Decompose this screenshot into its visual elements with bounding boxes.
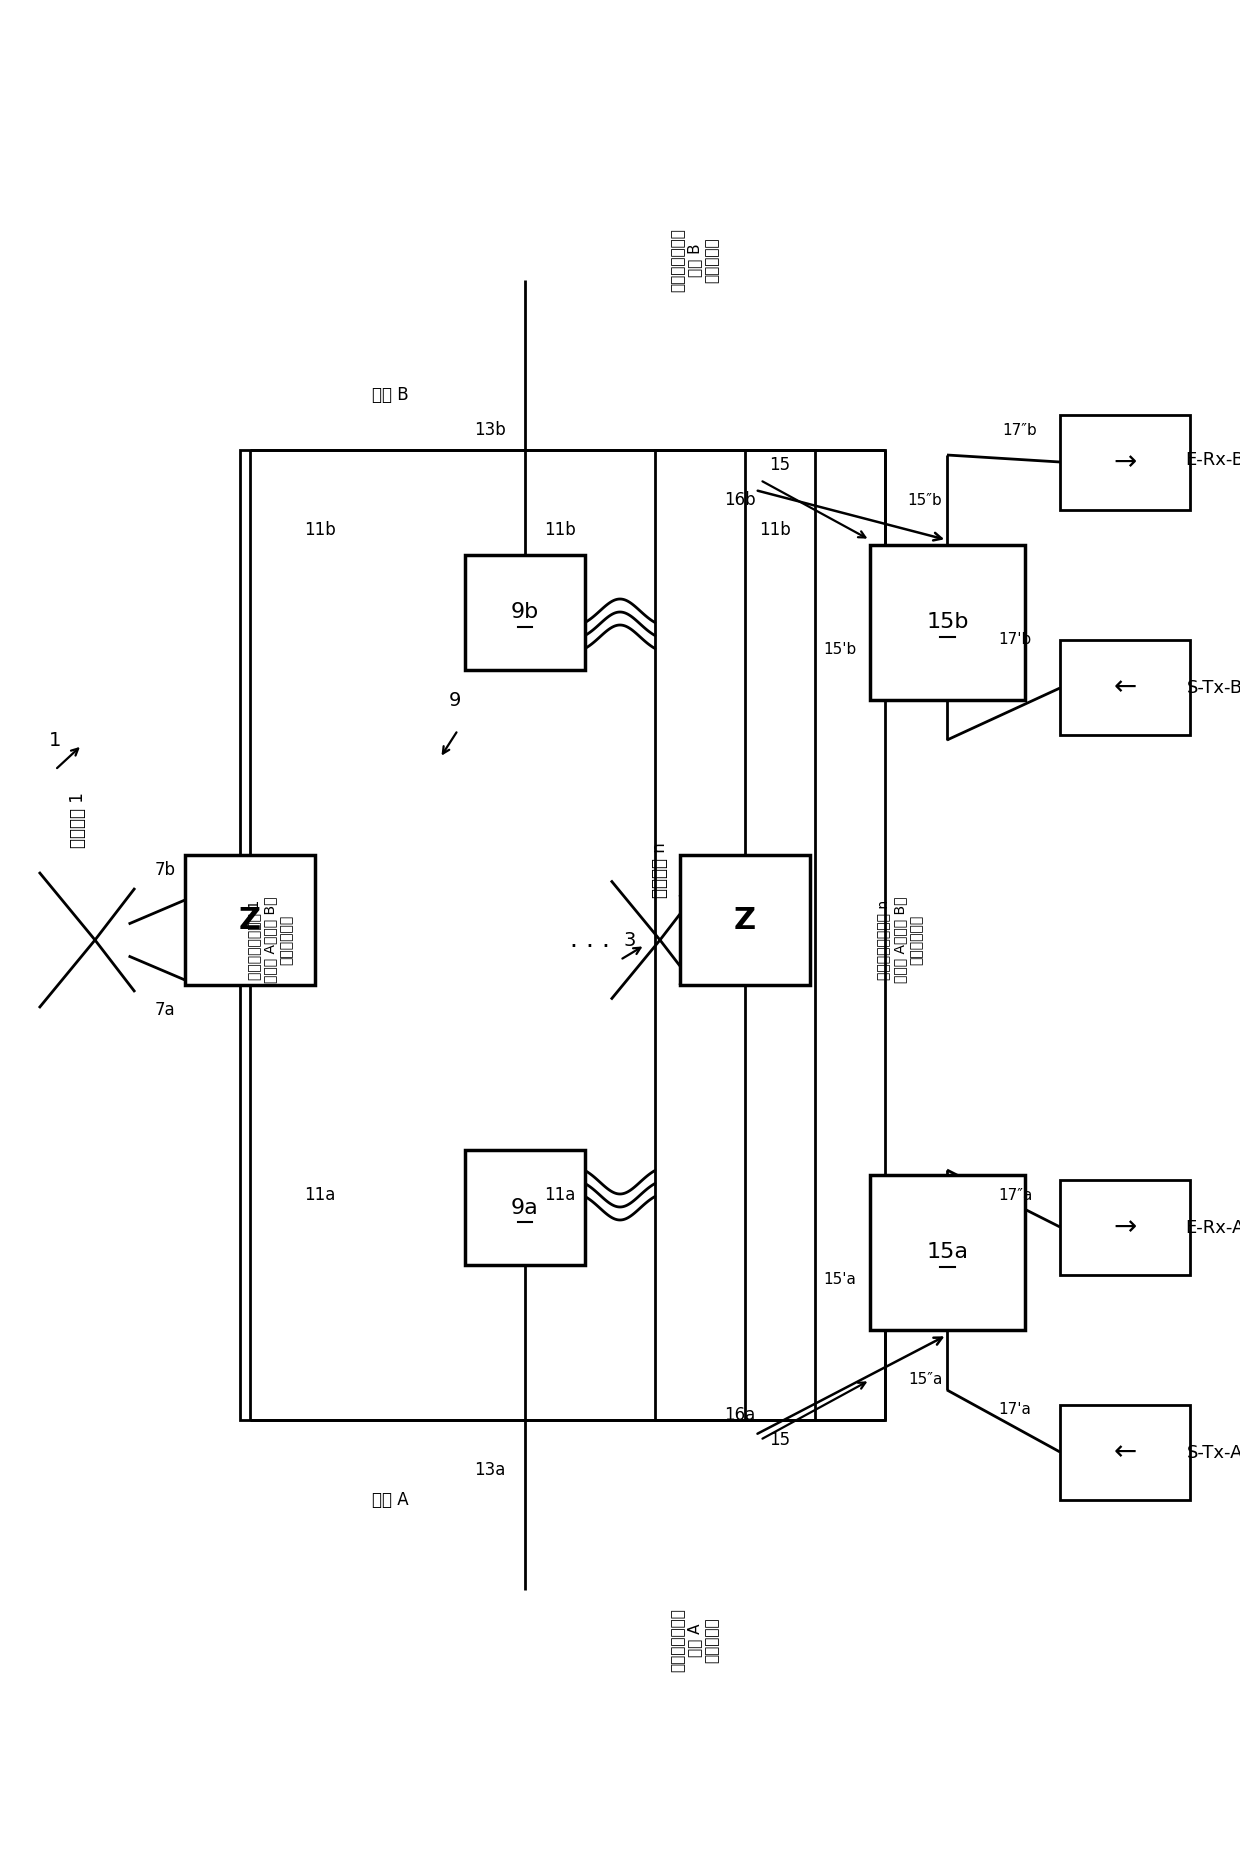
Bar	[1060, 1405, 1190, 1501]
Text: 发射分向滤波器
频带 A
双工组合器: 发射分向滤波器 频带 A 双工组合器	[670, 1607, 720, 1673]
Text: 15a: 15a	[926, 1242, 968, 1263]
Text: 11a: 11a	[304, 1186, 336, 1205]
Text: 17″a: 17″a	[998, 1188, 1032, 1203]
Text: 1: 1	[48, 730, 61, 750]
Text: ←: ←	[1114, 674, 1137, 702]
Text: 11b: 11b	[544, 520, 575, 539]
Bar	[465, 556, 585, 670]
Text: →: →	[1114, 449, 1137, 477]
Bar	[1060, 640, 1190, 735]
Text: 15b: 15b	[926, 612, 968, 632]
Text: 3: 3	[624, 930, 636, 949]
Text: 7b: 7b	[155, 861, 176, 879]
Text: E-Rx-B: E-Rx-B	[1185, 451, 1240, 470]
Text: Z: Z	[239, 906, 262, 934]
Bar	[870, 544, 1025, 700]
Text: ←: ←	[1114, 1439, 1137, 1467]
Text: 9a: 9a	[511, 1197, 539, 1218]
Text: 11a: 11a	[544, 1186, 575, 1205]
Text: 15″a: 15″a	[908, 1373, 942, 1388]
Bar	[241, 451, 815, 1420]
Text: 11b: 11b	[759, 520, 791, 539]
Text: 17″b: 17″b	[1003, 423, 1038, 438]
Text: 15: 15	[770, 457, 791, 473]
Bar	[655, 451, 885, 1420]
Text: 11b: 11b	[304, 520, 336, 539]
Text: 16a: 16a	[724, 1405, 755, 1424]
Text: 发射分向滤波器
频带 B
双工组合器: 发射分向滤波器 频带 B 双工组合器	[670, 228, 720, 292]
Text: Z: Z	[734, 906, 756, 934]
Text: . . .: . . .	[570, 928, 610, 952]
Text: 15: 15	[770, 1431, 791, 1448]
Bar	[1060, 415, 1190, 511]
Text: 17'a: 17'a	[998, 1403, 1032, 1418]
Text: 偏极天线 1: 偏极天线 1	[69, 791, 87, 848]
Text: 偏极天线 n: 偏极天线 n	[651, 842, 670, 898]
Text: 7a: 7a	[155, 1001, 175, 1020]
Text: 9: 9	[449, 690, 461, 709]
Bar	[1060, 1181, 1190, 1274]
Text: 13a: 13a	[475, 1461, 506, 1478]
Text: 多通道分向滤波器 1
（频带 A／频带 B）
双频带组合器: 多通道分向滤波器 1 （频带 A／频带 B） 双频带组合器	[247, 896, 293, 984]
Text: 15'a: 15'a	[823, 1272, 857, 1287]
Text: 17'b: 17'b	[998, 632, 1032, 647]
Text: 9b: 9b	[511, 602, 539, 623]
Text: 16b: 16b	[724, 490, 756, 509]
Text: 15'b: 15'b	[823, 642, 857, 657]
Bar	[185, 855, 315, 984]
Text: 频带 B: 频带 B	[372, 385, 408, 404]
Bar	[870, 1175, 1025, 1330]
Text: →: →	[1114, 1214, 1137, 1242]
Text: 频带 A: 频带 A	[372, 1491, 408, 1510]
Bar	[680, 855, 810, 984]
Text: 15″b: 15″b	[908, 492, 942, 507]
Text: 多通道分向滤波器 n
（频带 A／频带 B）
双频带组合器: 多通道分向滤波器 n （频带 A／频带 B） 双频带组合器	[877, 896, 924, 984]
Bar	[465, 1151, 585, 1265]
Text: S-Tx-A: S-Tx-A	[1187, 1444, 1240, 1461]
Text: E-Rx-A: E-Rx-A	[1185, 1220, 1240, 1237]
Text: S-Tx-B: S-Tx-B	[1187, 679, 1240, 698]
Text: 13b: 13b	[474, 421, 506, 440]
